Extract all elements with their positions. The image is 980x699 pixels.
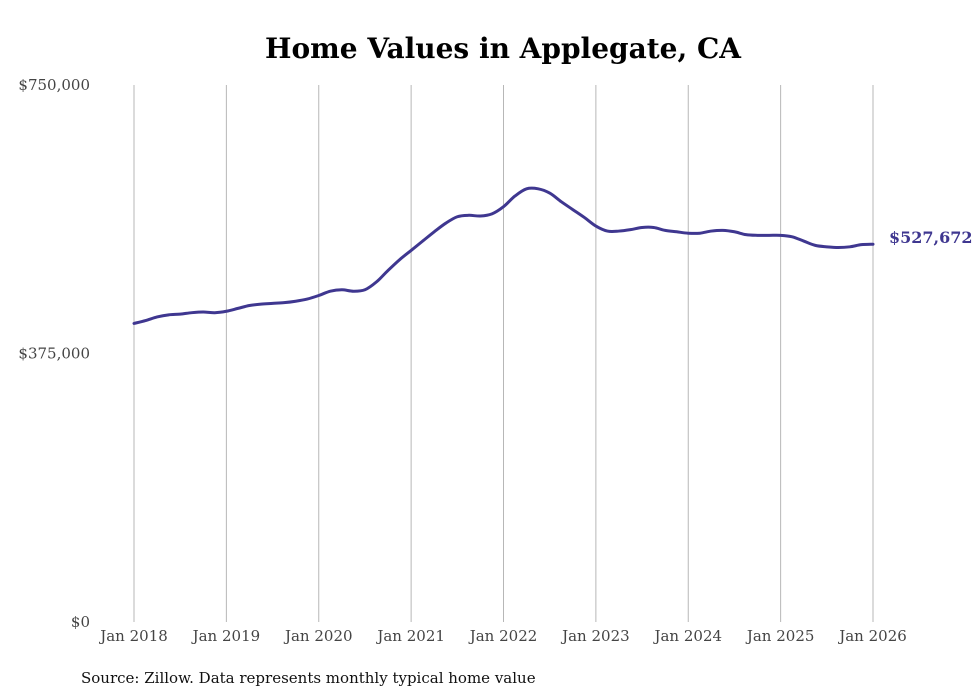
- y-tick-label-1: $375,000: [18, 345, 90, 363]
- x-tick-label-1: Jan 2019: [191, 627, 261, 645]
- x-tick-label-7: Jan 2025: [745, 627, 815, 645]
- y-axis-tick-labels: $0 $375,000 $750,000: [18, 76, 90, 631]
- x-tick-label-8: Jan 2026: [837, 627, 907, 645]
- x-tick-label-2: Jan 2020: [283, 627, 353, 645]
- x-axis-tick-labels: Jan 2018 Jan 2019 Jan 2020 Jan 2021 Jan 2022…: [98, 627, 907, 645]
- chart-title: Home Values in Applegate, CA: [265, 32, 742, 65]
- x-tick-label-6: Jan 2024: [652, 627, 722, 645]
- series-line-0: [132, 186, 875, 325]
- x-tick-label-5: Jan 2023: [560, 627, 630, 645]
- y-tick-label-2: $750,000: [18, 76, 90, 94]
- series-layer: $527,672: [132, 186, 973, 325]
- vertical-gridlines: [133, 85, 874, 622]
- source-note: Source: Zillow. Data represents monthly …: [81, 669, 536, 687]
- y-tick-label-0: $0: [71, 613, 90, 631]
- x-tick-label-3: Jan 2021: [375, 627, 445, 645]
- x-tick-label-0: Jan 2018: [98, 627, 168, 645]
- x-tick-label-4: Jan 2022: [468, 627, 538, 645]
- series-end-value-label: $527,672: [889, 228, 973, 247]
